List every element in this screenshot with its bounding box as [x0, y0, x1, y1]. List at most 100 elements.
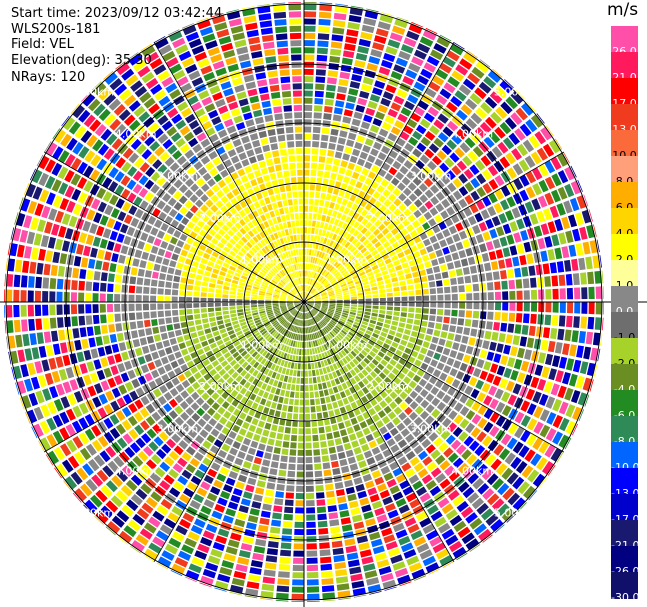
velocity-gate — [275, 324, 281, 330]
velocity-gate — [215, 364, 223, 372]
velocity-gate — [306, 564, 319, 572]
velocity-gate — [105, 446, 117, 458]
velocity-gate — [517, 502, 527, 512]
velocity-gate — [339, 71, 351, 80]
velocity-gate — [388, 372, 396, 380]
velocity-gate — [316, 376, 321, 383]
velocity-gate — [485, 218, 494, 229]
velocity-gate — [259, 328, 266, 334]
velocity-gate — [280, 297, 286, 300]
velocity-gate — [322, 178, 329, 186]
velocity-gate — [306, 543, 317, 550]
velocity-gate — [484, 330, 492, 340]
velocity-gate — [295, 304, 301, 308]
velocity-gate — [296, 326, 299, 333]
velocity-gate — [290, 347, 295, 354]
velocity-gate — [523, 302, 530, 312]
velocity-gate — [403, 100, 415, 111]
velocity-gate — [343, 294, 350, 298]
velocity-gate — [302, 292, 304, 298]
velocity-gate — [306, 514, 316, 521]
velocity-gate — [186, 309, 193, 315]
velocity-gate — [565, 230, 574, 243]
velocity-gate — [337, 399, 344, 407]
velocity-gate — [202, 457, 212, 467]
velocity-gate — [135, 347, 143, 357]
velocity-gate — [166, 226, 176, 235]
velocity-gate — [502, 137, 515, 150]
velocity-gate — [269, 136, 277, 144]
velocity-gate — [381, 527, 393, 537]
velocity-gate — [100, 505, 114, 518]
velocity-gate — [111, 515, 125, 528]
velocity-gate — [99, 450, 111, 463]
velocity-gate — [189, 499, 201, 510]
velocity-gate — [320, 556, 332, 564]
velocity-gate — [307, 263, 310, 270]
velocity-gate — [272, 99, 282, 106]
velocity-gate — [434, 167, 444, 178]
velocity-gate — [546, 412, 557, 425]
velocity-gate — [403, 160, 413, 170]
velocity-gate — [200, 308, 207, 313]
velocity-gate — [167, 185, 177, 196]
velocity-gate — [287, 305, 294, 308]
velocity-gate — [86, 134, 98, 148]
velocity-gate — [274, 357, 279, 364]
velocity-gate — [380, 572, 394, 582]
velocity-gate — [115, 490, 128, 502]
velocity-gate — [355, 252, 362, 259]
velocity-gate — [205, 199, 214, 208]
velocity-gate — [109, 333, 117, 343]
velocity-gate — [52, 128, 61, 139]
velocity-gate — [304, 148, 311, 155]
velocity-gate — [246, 345, 253, 352]
velocity-gate — [351, 326, 358, 332]
velocity-gate — [289, 292, 295, 296]
velocity-gate — [359, 549, 372, 558]
velocity-gate — [413, 536, 427, 547]
velocity-gate — [357, 307, 364, 311]
velocity-gate — [340, 183, 348, 191]
velocity-gate — [118, 109, 131, 121]
velocity-gate — [208, 150, 218, 160]
velocity-gate — [594, 317, 602, 330]
velocity-gate — [237, 168, 246, 177]
velocity-gate — [292, 340, 296, 347]
velocity-gate — [158, 211, 167, 221]
velocity-gate — [238, 550, 251, 559]
velocity-gate — [144, 372, 153, 382]
velocity-gate — [458, 285, 465, 293]
velocity-gate — [489, 91, 503, 104]
velocity-gate — [184, 113, 196, 124]
velocity-gate — [244, 293, 251, 297]
velocity-gate — [297, 305, 302, 310]
velocity-gate — [385, 315, 392, 320]
velocity-gate — [487, 282, 494, 291]
velocity-gate — [458, 186, 469, 197]
velocity-gate — [564, 183, 575, 198]
velocity-gate — [229, 359, 237, 367]
velocity-gate — [307, 299, 314, 302]
velocity-gate — [296, 295, 301, 300]
velocity-gate — [197, 19, 211, 30]
velocity-gate — [499, 121, 512, 135]
velocity-gate — [326, 313, 333, 318]
velocity-gate — [216, 473, 227, 483]
velocity-gate — [210, 204, 219, 213]
velocity-gate — [414, 313, 422, 320]
velocity-gate — [531, 198, 541, 211]
velocity-gate — [282, 163, 289, 170]
velocity-gate — [401, 462, 412, 472]
velocity-gate — [306, 305, 311, 310]
velocity-gate — [510, 370, 519, 381]
velocity-gate — [297, 304, 302, 310]
velocity-gate — [139, 260, 147, 269]
velocity-gate — [376, 73, 388, 83]
velocity-gate — [353, 321, 361, 326]
velocity-gate — [167, 144, 178, 155]
velocity-gate — [39, 420, 51, 434]
velocity-gate — [321, 305, 328, 308]
velocity-gate — [208, 355, 217, 363]
velocity-gate — [421, 438, 432, 449]
